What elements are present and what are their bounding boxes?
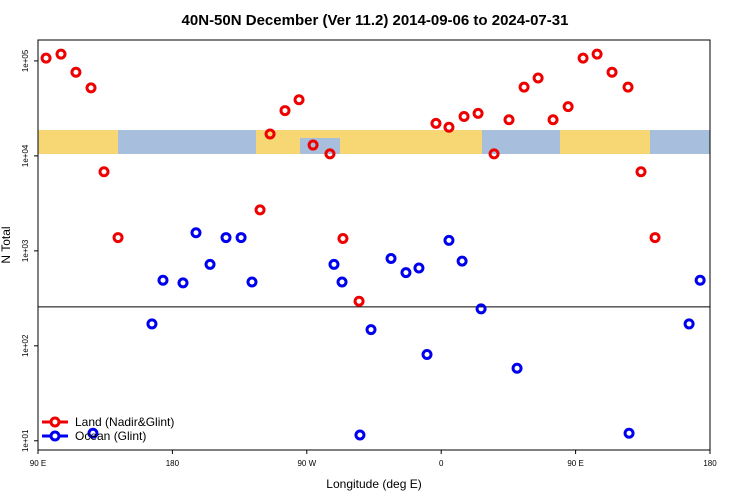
point <box>293 94 305 106</box>
x-tick-label: 90 E <box>567 459 583 468</box>
point <box>279 105 291 117</box>
point <box>85 82 97 94</box>
point <box>443 234 455 246</box>
x-tick-label: 180 <box>703 459 717 468</box>
point <box>683 318 695 330</box>
point <box>220 232 232 244</box>
point <box>87 427 99 439</box>
x-tick-label: 90 E <box>30 459 46 468</box>
point <box>694 274 706 286</box>
y-tick-label: 1e+01 <box>21 429 30 452</box>
point <box>235 232 247 244</box>
point <box>591 48 603 60</box>
legend-marker <box>49 416 61 428</box>
point <box>472 107 484 119</box>
point <box>443 121 455 133</box>
y-tick-label: 1e+04 <box>21 144 30 167</box>
point <box>328 258 340 270</box>
point <box>55 48 67 60</box>
point <box>547 114 559 126</box>
point <box>623 427 635 439</box>
x-tick-label: 90 W <box>297 459 316 468</box>
point <box>475 303 487 315</box>
point <box>413 262 425 274</box>
point <box>190 227 202 239</box>
point <box>421 349 433 361</box>
point <box>606 66 618 78</box>
map-band <box>38 130 710 154</box>
point <box>98 166 110 178</box>
point <box>400 267 412 279</box>
point <box>336 276 348 288</box>
y-tick-label: 1e+03 <box>21 239 30 262</box>
point <box>112 232 124 244</box>
legend-marker <box>49 430 61 442</box>
point <box>456 255 468 267</box>
point <box>324 148 336 160</box>
point <box>264 128 276 140</box>
x-tick-label: 0 <box>439 459 444 468</box>
point <box>157 274 169 286</box>
y-tick-label: 1e+02 <box>21 334 30 357</box>
point <box>503 114 515 126</box>
point <box>146 318 158 330</box>
point <box>246 276 258 288</box>
point <box>353 295 365 307</box>
point <box>254 204 266 216</box>
point <box>577 52 589 64</box>
point <box>622 81 634 93</box>
point <box>40 52 52 64</box>
point <box>365 324 377 336</box>
point <box>511 362 523 374</box>
point <box>532 72 544 84</box>
point <box>430 117 442 129</box>
point <box>307 139 319 151</box>
point <box>458 110 470 122</box>
point <box>337 232 349 244</box>
point <box>562 101 574 113</box>
point <box>204 258 216 270</box>
y-axis-label: N Total <box>0 226 13 263</box>
point <box>635 166 647 178</box>
x-tick-label: 180 <box>166 459 180 468</box>
x-axis-label: Longitude (deg E) <box>326 477 421 491</box>
plot-frame <box>37 39 711 451</box>
y-tick-label: 1e+05 <box>21 49 30 72</box>
point <box>177 277 189 289</box>
point <box>385 253 397 265</box>
point <box>488 148 500 160</box>
point <box>70 66 82 78</box>
legend-label: Land (Nadir&Glint) <box>75 415 174 429</box>
legend-label: Ocean (Glint) <box>75 429 146 443</box>
point <box>354 429 366 441</box>
point <box>518 81 530 93</box>
point <box>649 232 661 244</box>
chart-title: 40N-50N December (Ver 11.2) 2014-09-06 t… <box>182 12 569 29</box>
